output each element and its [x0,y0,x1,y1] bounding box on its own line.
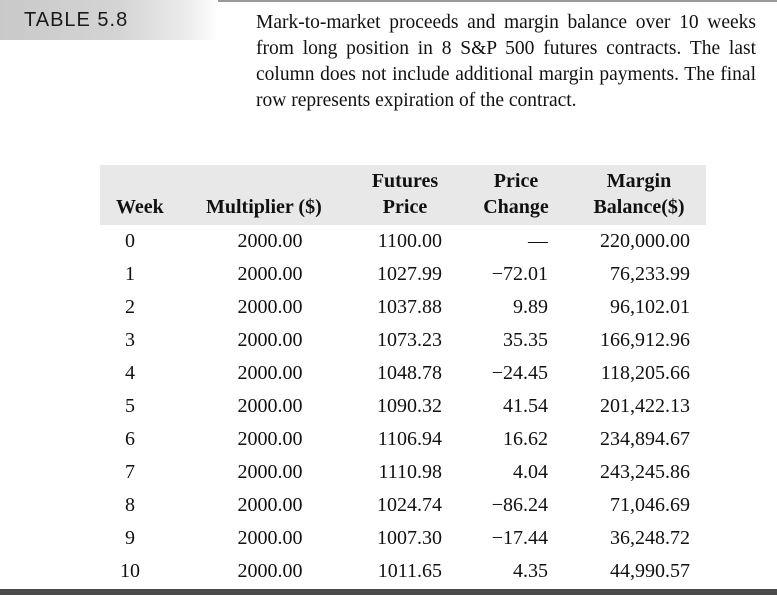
table-row: 10 2000.00 1011.65 4.35 44,990.57 [100,555,706,588]
cell-futures-price: 1027.99 [377,263,442,285]
cell-price-change: −17.44 [491,527,548,549]
cell-futures-price: 1110.98 [378,461,442,483]
table-label: TABLE 5.8 [24,9,129,31]
cell-week: 8 [125,494,135,516]
cell-margin-balance: 118,205.66 [600,362,690,384]
cell-margin-balance: 71,046.69 [610,494,690,516]
cell-margin-balance: 76,233.99 [610,263,690,285]
table-row: 0 2000.00 1100.00 — 220,000.00 [100,225,706,258]
cell-margin-balance: 220,000.00 [600,230,690,252]
cell-multiplier: 2000.00 [237,329,303,351]
cell-week: 10 [120,560,140,582]
cell-futures-price: 1073.23 [377,329,442,351]
header-week: Week [116,196,164,218]
header-margin-line2: Balance($) [593,196,685,218]
cell-multiplier: 2000.00 [237,527,303,549]
cell-price-change: 9.89 [513,296,548,318]
cell-futures-price: 1007.30 [377,527,442,549]
table-caption: Mark-to-market proceeds and margin balan… [256,12,756,111]
table-row: 1 2000.00 1027.99 −72.01 76,233.99 [100,258,706,291]
header-change-line1: Price [493,170,539,192]
cell-multiplier: 2000.00 [237,428,303,450]
cell-futures-price: 1100.00 [377,230,442,252]
cell-futures-price: 1037.88 [377,296,442,318]
cell-multiplier: 2000.00 [237,461,303,483]
cell-multiplier: 2000.00 [237,230,303,252]
cell-futures-price: 1011.65 [377,560,442,582]
cell-price-change: −24.45 [491,362,548,384]
header-futures-line1: Futures [371,170,439,192]
table-label-box: TABLE 5.8 [0,0,218,40]
cell-futures-price: 1106.94 [377,428,442,450]
cell-margin-balance: 36,248.72 [610,527,690,549]
cell-margin-balance: 243,245.86 [600,461,690,483]
top-rule [218,0,777,2]
cell-margin-balance: 234,894.67 [600,428,690,450]
table-row: 5 2000.00 1090.32 41.54 201,422.13 [100,390,706,423]
cell-futures-price: 1048.78 [377,362,442,384]
table-row: 7 2000.00 1110.98 4.04 243,245.86 [100,456,706,489]
cell-week: 5 [125,395,135,417]
bottom-rule [0,589,777,595]
table-row: 6 2000.00 1106.94 16.62 234,894.67 [100,423,706,456]
cell-futures-price: 1024.74 [377,494,442,516]
table-row: 9 2000.00 1007.30 −17.44 36,248.72 [100,522,706,555]
cell-price-change: — [528,230,548,252]
cell-week: 0 [125,230,135,252]
cell-price-change: 4.04 [513,461,548,483]
cell-margin-balance: 96,102.01 [610,296,690,318]
cell-week: 9 [125,527,135,549]
cell-multiplier: 2000.00 [237,362,303,384]
cell-week: 6 [125,428,135,450]
cell-week: 7 [125,461,135,483]
table-row: 3 2000.00 1073.23 35.35 166,912.96 [100,324,706,357]
header-multiplier: Multiplier ($) [206,196,322,218]
header-change-line2: Change [483,196,549,218]
cell-margin-balance: 166,912.96 [600,329,690,351]
table-row: 4 2000.00 1048.78 −24.45 118,205.66 [100,357,706,390]
cell-margin-balance: 44,990.57 [610,560,690,582]
header-margin-balance: Margin Balance($) [584,168,694,220]
header-price-change: Price Change [476,168,556,220]
cell-week: 3 [125,329,135,351]
header-futures-price: Futures Price [366,168,444,220]
cell-multiplier: 2000.00 [237,494,303,516]
cell-price-change: 16.62 [503,428,548,450]
cell-multiplier: 2000.00 [237,296,303,318]
header-futures-line2: Price [382,196,428,218]
table-header: Week Multiplier ($) Futures Price Price … [100,165,706,225]
cell-multiplier: 2000.00 [237,263,303,285]
table-row: 2 2000.00 1037.88 9.89 96,102.01 [100,291,706,324]
cell-price-change: 35.35 [503,329,548,351]
cell-margin-balance: 201,422.13 [600,395,690,417]
cell-week: 2 [125,296,135,318]
cell-multiplier: 2000.00 [237,560,303,582]
cell-price-change: 41.54 [503,395,548,417]
cell-week: 1 [125,263,135,285]
header-margin-line1: Margin [606,170,672,192]
cell-futures-price: 1090.32 [377,395,442,417]
cell-price-change: 4.35 [513,560,548,582]
table-row: 8 2000.00 1024.74 −86.24 71,046.69 [100,489,706,522]
cell-week: 4 [125,362,135,384]
cell-multiplier: 2000.00 [237,395,303,417]
cell-price-change: −72.01 [491,263,548,285]
cell-price-change: −86.24 [491,494,548,516]
